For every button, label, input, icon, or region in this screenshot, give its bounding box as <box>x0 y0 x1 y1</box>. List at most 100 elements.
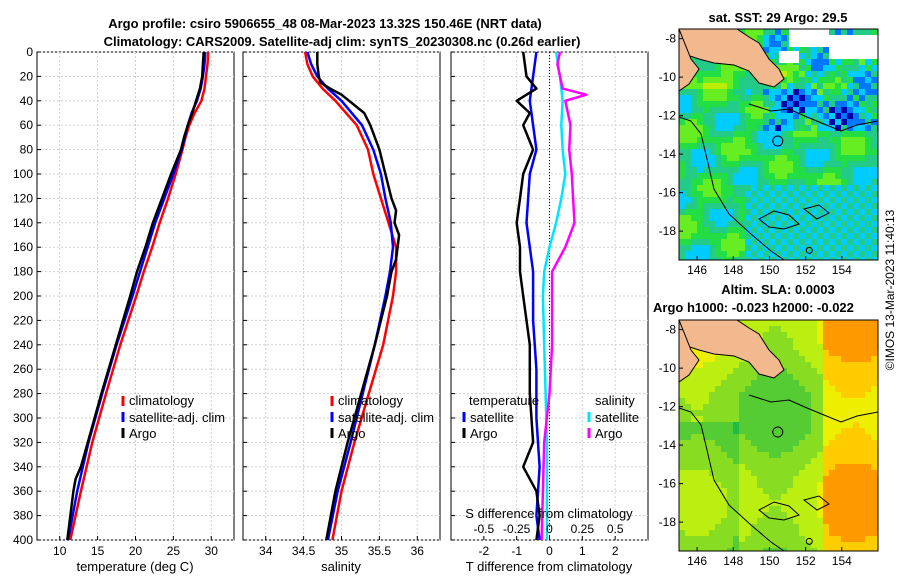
heatmap-cell <box>727 185 734 192</box>
heatmap-cell <box>751 470 758 477</box>
heatmap-cell <box>841 530 848 537</box>
heatmap-cell <box>841 155 848 162</box>
heatmap-cell <box>745 95 752 102</box>
heatmap-cell <box>679 257 686 260</box>
heatmap-cell <box>715 368 722 375</box>
heatmap-cell <box>841 386 848 393</box>
heatmap-cell <box>739 233 746 240</box>
heatmap-cell <box>709 83 716 90</box>
heatmap-cell <box>787 350 794 357</box>
heatmap-cell <box>841 209 848 216</box>
heatmap-cell <box>697 257 704 260</box>
heatmap-cell <box>751 95 758 102</box>
heatmap-cell <box>733 380 740 387</box>
heatmap-cell <box>745 434 752 441</box>
heatmap-cell <box>811 398 818 405</box>
heatmap-cell <box>799 464 806 471</box>
heatmap-cell <box>859 542 866 549</box>
heatmap-cell <box>829 143 836 150</box>
heatmap-cell <box>859 221 866 228</box>
heatmap-cell <box>733 215 740 222</box>
heatmap-cell <box>787 512 794 519</box>
heatmap-cell <box>775 131 782 138</box>
heatmap-cell <box>841 131 848 138</box>
heatmap-cell <box>745 191 752 198</box>
heatmap-cell <box>757 155 764 162</box>
heatmap-cell <box>727 95 734 102</box>
heatmap-cell <box>847 542 854 549</box>
heatmap-cell <box>853 239 860 246</box>
heatmap-cell <box>829 101 836 108</box>
heatmap-cell <box>721 500 728 507</box>
heatmap-cell <box>811 536 818 543</box>
heatmap-cell <box>727 542 734 549</box>
heatmap-cell <box>781 101 788 108</box>
heatmap-cell <box>709 380 716 387</box>
heatmap-cell <box>859 167 866 174</box>
heatmap-cell <box>745 422 752 429</box>
heatmap-cell <box>775 470 782 477</box>
heatmap-cell <box>823 320 830 327</box>
heatmap-cell <box>763 488 770 495</box>
heatmap-cell <box>829 326 836 333</box>
temperature-profile-panel: 0204060801001201401601802002202402602803… <box>13 45 235 574</box>
series-line-temperature-argo <box>515 51 541 541</box>
heatmap-cell <box>835 143 842 150</box>
heatmap-cell <box>739 191 746 198</box>
heatmap-cell <box>847 137 854 144</box>
heatmap-cell <box>691 149 698 156</box>
heatmap-cell <box>799 71 806 78</box>
heatmap-cell <box>865 167 872 174</box>
heatmap-cell <box>679 89 686 96</box>
heatmap-cell <box>781 221 788 228</box>
heatmap-cell <box>691 392 698 399</box>
heatmap-cell <box>763 101 770 108</box>
heatmap-cell <box>817 470 824 477</box>
heatmap-cell <box>727 548 734 551</box>
heatmap-cell <box>727 245 734 252</box>
heatmap-cell <box>745 494 752 501</box>
sst-map-title: sat. SST: 29 Argo: 29.5 <box>709 10 848 25</box>
heatmap-cell <box>871 344 878 351</box>
heatmap-cell <box>811 524 818 531</box>
island-outline <box>802 495 830 511</box>
heatmap-cell <box>745 506 752 513</box>
heatmap-cell <box>823 440 830 447</box>
heatmap-cell <box>805 251 812 258</box>
heatmap-cell <box>805 356 812 363</box>
heatmap-cell <box>775 404 782 411</box>
heatmap-cell <box>865 245 872 252</box>
heatmap-cell <box>865 191 872 198</box>
heatmap-cell <box>745 77 752 84</box>
heatmap-cell <box>691 530 698 537</box>
y-tick-label: -8 <box>665 323 676 337</box>
heatmap-cell <box>751 149 758 156</box>
heatmap-cell <box>793 119 800 126</box>
heatmap-cell <box>847 416 854 423</box>
heatmap-cell <box>727 137 734 144</box>
heatmap-cell <box>679 416 686 423</box>
heatmap-cell <box>829 398 836 405</box>
heatmap-cell <box>745 137 752 144</box>
heatmap-cell <box>781 452 788 459</box>
heatmap-cell <box>793 488 800 495</box>
heatmap-cell <box>763 137 770 144</box>
heatmap-cell <box>733 368 740 375</box>
y-tick-label: -18 <box>659 515 677 529</box>
heatmap-cell <box>853 29 860 36</box>
heatmap-cell <box>715 494 722 501</box>
heatmap-cell <box>739 470 746 477</box>
heatmap-cell <box>835 452 842 459</box>
heatmap-cell <box>811 59 818 66</box>
heatmap-cell <box>727 524 734 531</box>
heatmap-cell <box>721 452 728 459</box>
heatmap-cell <box>805 512 812 519</box>
heatmap-cell <box>769 107 776 114</box>
heatmap-cell <box>775 410 782 417</box>
heatmap-cell <box>709 392 716 399</box>
heatmap-cell <box>691 239 698 246</box>
heatmap-cell <box>853 227 860 234</box>
heatmap-cell <box>865 458 872 465</box>
heatmap-cell <box>811 362 818 369</box>
heatmap-cell <box>703 239 710 246</box>
